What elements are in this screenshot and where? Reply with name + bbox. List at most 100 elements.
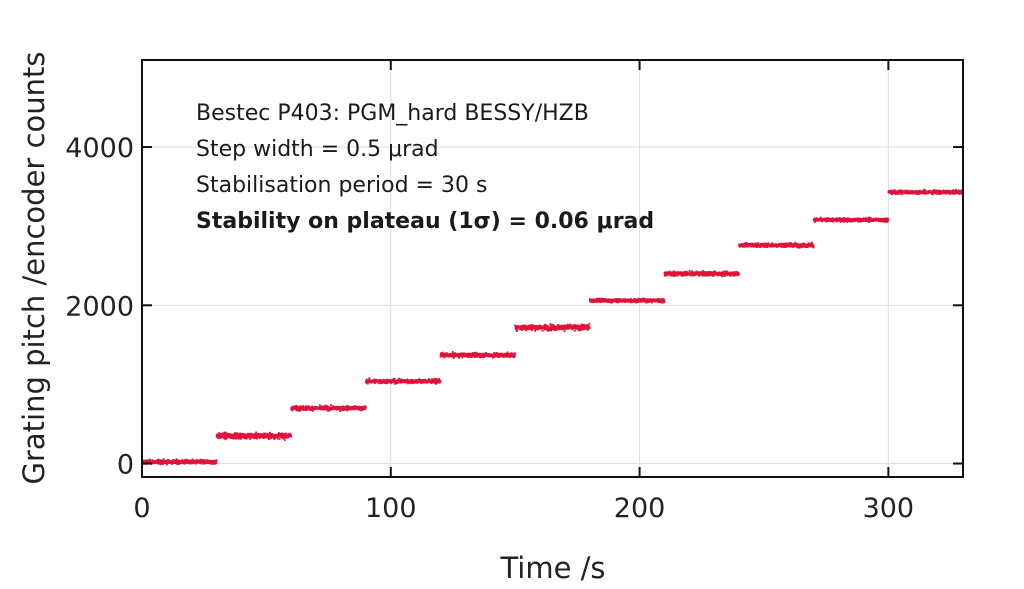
data-point	[258, 437, 261, 440]
data-point	[290, 435, 293, 438]
data-point	[175, 458, 178, 461]
data-point	[803, 242, 806, 245]
data-point	[493, 356, 496, 358]
data-point	[664, 274, 666, 276]
data-point	[429, 379, 432, 382]
data-point	[725, 270, 728, 273]
data-point	[485, 352, 487, 354]
data-point	[695, 270, 698, 273]
data-point	[411, 378, 414, 381]
data-point	[812, 243, 814, 246]
data-point	[176, 463, 179, 466]
data-point	[585, 324, 588, 327]
data-point	[327, 409, 330, 412]
data-point	[553, 325, 556, 328]
data-point	[581, 323, 583, 326]
data-point	[583, 323, 585, 326]
data-point	[702, 270, 704, 272]
data-point	[167, 459, 170, 461]
data-point	[782, 245, 784, 248]
data-point	[397, 378, 399, 381]
data-point	[188, 460, 191, 462]
data-point	[431, 378, 433, 381]
data-point	[336, 408, 338, 411]
data-point	[496, 356, 499, 358]
data-point	[214, 460, 216, 463]
data-point	[271, 433, 274, 435]
data-point	[379, 379, 382, 381]
data-point	[665, 271, 668, 274]
data-point	[223, 433, 225, 435]
data-point	[534, 330, 537, 332]
data-point	[811, 241, 813, 244]
data-point	[552, 325, 555, 328]
data-point	[721, 275, 724, 278]
data-point	[239, 437, 242, 440]
data-point	[724, 274, 727, 277]
data-point	[230, 437, 233, 439]
data-point	[757, 242, 759, 245]
data-point	[673, 275, 676, 278]
data-point	[249, 438, 251, 440]
data-point	[279, 435, 282, 438]
data-point	[346, 404, 349, 407]
data-point	[789, 242, 791, 244]
data-point	[688, 270, 691, 272]
data-point	[745, 242, 748, 245]
data-point	[530, 329, 533, 332]
data-point	[567, 325, 570, 327]
data-point	[281, 436, 284, 439]
data-point	[161, 460, 164, 463]
data-point	[495, 353, 498, 355]
data-point	[325, 408, 328, 411]
data-point	[563, 325, 566, 328]
data-point	[300, 408, 303, 411]
data-point	[274, 437, 276, 440]
data-point	[565, 324, 568, 327]
data-point	[380, 382, 383, 385]
data-point	[225, 437, 228, 439]
data-point	[161, 459, 164, 462]
data-point	[573, 329, 576, 332]
data-point	[798, 243, 800, 246]
data-point	[239, 432, 242, 435]
data-point	[490, 355, 492, 358]
data-point	[574, 325, 577, 328]
data-point	[541, 329, 544, 332]
grid-lines	[141, 60, 963, 477]
data-point	[257, 435, 259, 437]
data-point	[325, 407, 327, 410]
data-point	[418, 378, 421, 380]
data-point	[398, 377, 401, 380]
data-point	[299, 409, 302, 412]
data-point	[598, 297, 601, 300]
data-point	[794, 241, 797, 244]
data-point	[524, 324, 527, 327]
data-point	[393, 378, 396, 380]
data-point	[262, 437, 265, 440]
data-point	[268, 437, 271, 440]
data-point	[703, 272, 705, 275]
data-point	[565, 327, 568, 330]
data-point	[211, 462, 214, 464]
data-point	[416, 379, 419, 382]
data-point	[814, 217, 817, 220]
data-point	[217, 437, 220, 440]
data-point	[780, 242, 783, 245]
data-point	[151, 459, 154, 462]
data-point	[588, 322, 591, 325]
data-point	[204, 459, 207, 462]
data-point	[159, 463, 162, 465]
data-point	[200, 462, 203, 465]
data-point	[181, 458, 184, 461]
data-point	[561, 324, 564, 327]
data-point	[849, 220, 852, 223]
data-point	[853, 220, 856, 223]
data-point	[578, 325, 580, 328]
data-point	[172, 459, 175, 461]
data-point	[263, 432, 266, 435]
data-point	[647, 300, 649, 303]
data-point	[365, 378, 368, 381]
data-point	[579, 329, 581, 332]
